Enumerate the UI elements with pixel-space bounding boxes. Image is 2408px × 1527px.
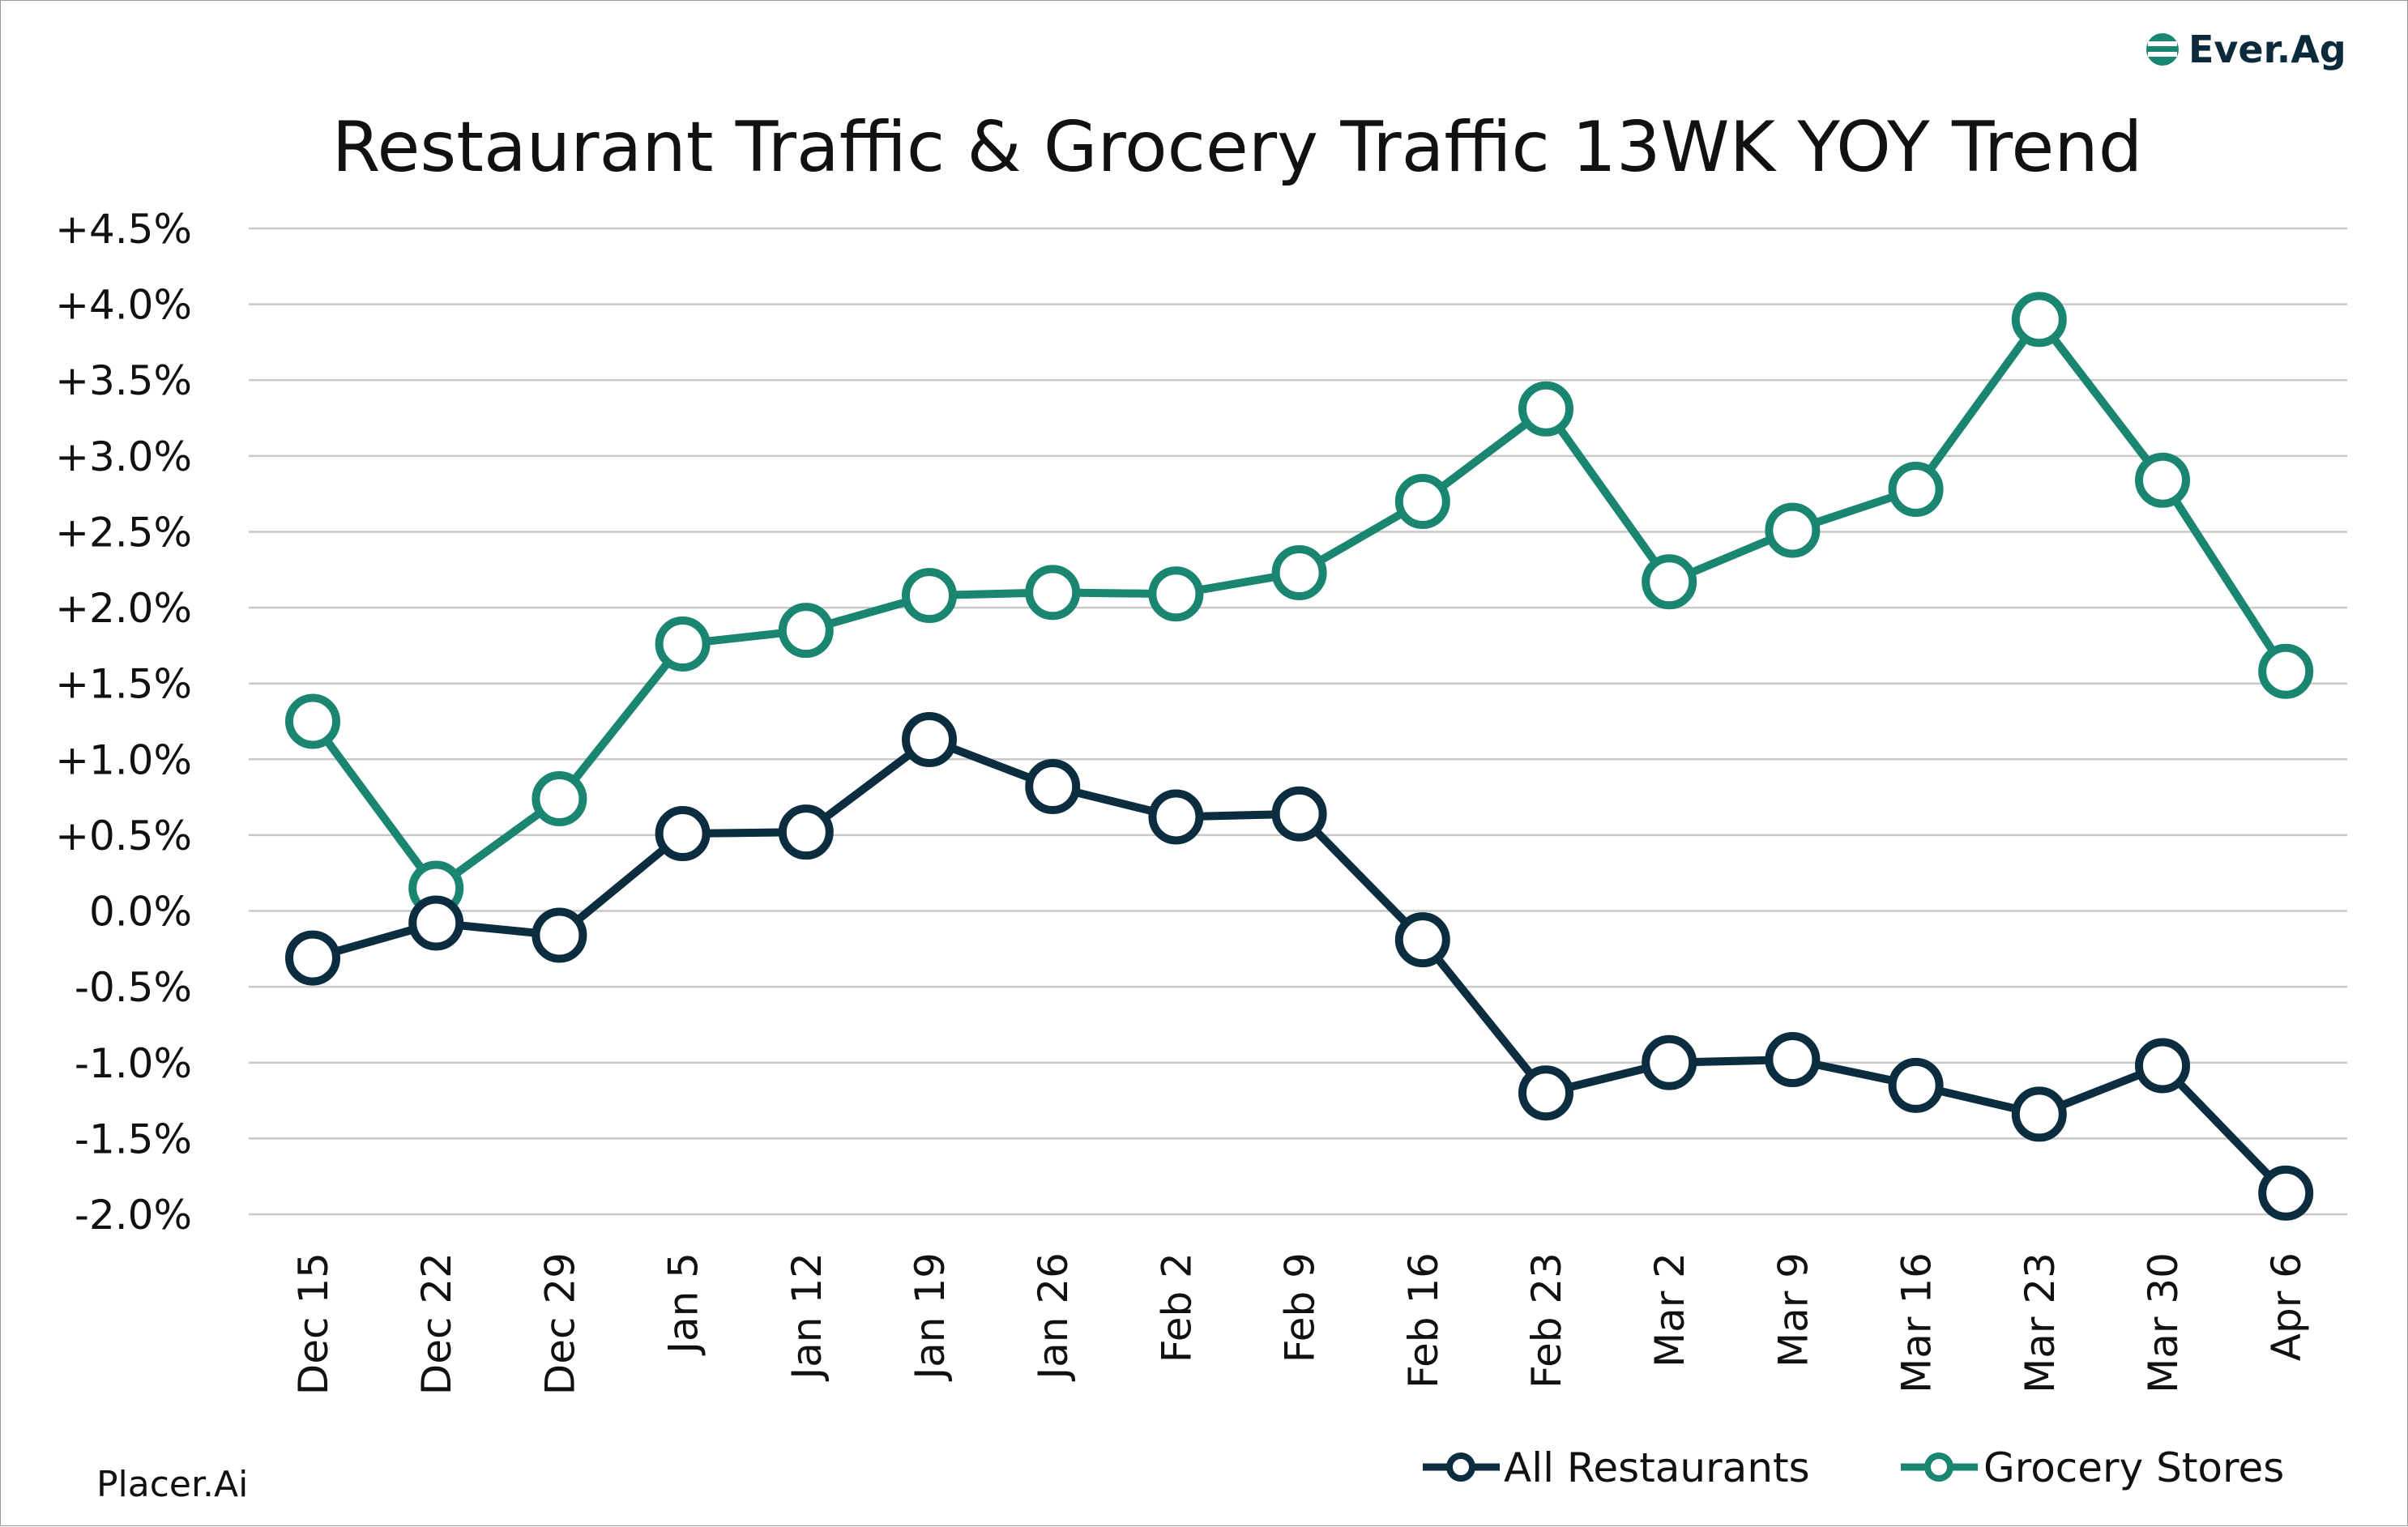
y-tick-label: +3.0% xyxy=(55,433,192,480)
grocery-point xyxy=(1271,545,1327,601)
restaurants-point xyxy=(778,804,834,860)
restaurants-point xyxy=(1148,789,1204,845)
x-tick-label: Dec 22 xyxy=(413,1252,460,1395)
restaurants-point xyxy=(1888,1057,1944,1113)
x-tick-label: Jan 19 xyxy=(907,1252,954,1382)
y-tick-label: +4.5% xyxy=(55,206,192,253)
x-tick-label: Jan 12 xyxy=(783,1252,830,1382)
restaurants-point xyxy=(532,907,587,963)
y-tick-label: -0.5% xyxy=(75,964,192,1011)
x-tick-label: Apr 6 xyxy=(2263,1252,2310,1361)
x-tick-label: Feb 16 xyxy=(1400,1252,1447,1388)
x-tick-label: Mar 30 xyxy=(2140,1252,2187,1393)
grocery-point xyxy=(1025,565,1081,621)
y-tick-label: +4.0% xyxy=(55,282,192,329)
grocery-point xyxy=(1642,554,1697,610)
grocery-point xyxy=(2258,643,2314,699)
y-tick-label: +0.5% xyxy=(55,813,192,859)
x-tick-label: Feb 2 xyxy=(1153,1252,1200,1363)
restaurants-series xyxy=(285,711,2314,1221)
grocery-point xyxy=(1888,462,1944,518)
y-tick-label: +1.5% xyxy=(55,661,192,708)
restaurants-point xyxy=(1025,759,1081,815)
x-tick-label: Feb 23 xyxy=(1523,1252,1570,1388)
restaurants-point xyxy=(408,895,464,951)
restaurants-point xyxy=(1271,786,1327,842)
legend-label: All Restaurants xyxy=(1504,1444,1810,1491)
restaurants-point xyxy=(655,806,711,862)
restaurants-point xyxy=(2011,1086,2067,1142)
x-tick-label: Feb 9 xyxy=(1277,1252,1324,1363)
source-label: Placer.Ai xyxy=(96,1464,248,1505)
restaurants-point xyxy=(1642,1034,1697,1090)
restaurants-point xyxy=(1394,912,1450,968)
x-tick-label: Jan 26 xyxy=(1030,1252,1077,1382)
y-axis-ticks: +4.5% +4.0% +3.5% +3.0% +2.5% +2.0% +1.5% +1.0%… xyxy=(55,206,192,1239)
y-tick-label: -1.5% xyxy=(75,1115,192,1162)
x-tick-label: Mar 23 xyxy=(2017,1252,2064,1393)
y-tick-label: +2.0% xyxy=(55,585,192,632)
y-tick-label: -2.0% xyxy=(75,1192,192,1239)
y-tick-label: +3.5% xyxy=(55,357,192,404)
legend-label: Grocery Stores xyxy=(1983,1444,2284,1491)
restaurants-point xyxy=(1518,1065,1573,1121)
x-tick-label: Dec 29 xyxy=(536,1252,583,1395)
legend: All Restaurants Grocery Stores xyxy=(1423,1444,2284,1491)
grocery-point xyxy=(2135,452,2190,508)
x-tick-label: Dec 15 xyxy=(290,1252,337,1395)
grid-lines xyxy=(249,227,2347,1216)
x-axis-ticks: Dec 15 Dec 22 Dec 29 Jan 5 Jan 12 Jan 19 Jan 2… xyxy=(290,1252,2310,1395)
grocery-point xyxy=(1148,566,1204,622)
grocery-point xyxy=(1394,474,1450,530)
legend-swatch-marker xyxy=(1924,1452,1953,1482)
restaurants-point xyxy=(2135,1038,2190,1094)
grocery-series xyxy=(285,292,2314,916)
grocery-point xyxy=(778,603,834,659)
restaurants-point xyxy=(902,711,957,767)
y-tick-label: +1.0% xyxy=(55,736,192,783)
grocery-point xyxy=(285,693,340,749)
y-tick-label: +2.5% xyxy=(55,509,192,556)
grocery-point xyxy=(1765,502,1821,558)
y-tick-label: 0.0% xyxy=(89,889,192,936)
grocery-point xyxy=(532,770,587,826)
x-tick-label: Mar 9 xyxy=(1770,1252,1817,1367)
x-tick-label: Jan 5 xyxy=(660,1252,707,1356)
restaurants-point xyxy=(2258,1165,2314,1221)
legend-item-grocery: Grocery Stores xyxy=(1901,1444,2284,1491)
restaurants-point xyxy=(1765,1032,1821,1088)
x-tick-label: Mar 2 xyxy=(1646,1252,1693,1367)
chart-title: Restaurant Traffic & Grocery Traffic 13W… xyxy=(332,107,2143,188)
ever-ag-logo-icon xyxy=(2146,33,2179,66)
grocery-point xyxy=(655,616,711,672)
restaurants-point xyxy=(285,930,340,986)
grocery-point xyxy=(902,568,957,624)
y-tick-label: -1.0% xyxy=(75,1040,192,1087)
grocery-point xyxy=(2011,292,2067,348)
x-tick-label: Mar 16 xyxy=(1894,1252,1940,1393)
legend-swatch-marker xyxy=(1446,1452,1475,1482)
series-layer xyxy=(285,292,2314,1221)
brand-logo: Ever.Ag xyxy=(2146,28,2346,71)
brand-name: Ever.Ag xyxy=(2188,28,2346,71)
legend-item-restaurants: All Restaurants xyxy=(1423,1444,1810,1491)
grocery-point xyxy=(1518,381,1573,437)
